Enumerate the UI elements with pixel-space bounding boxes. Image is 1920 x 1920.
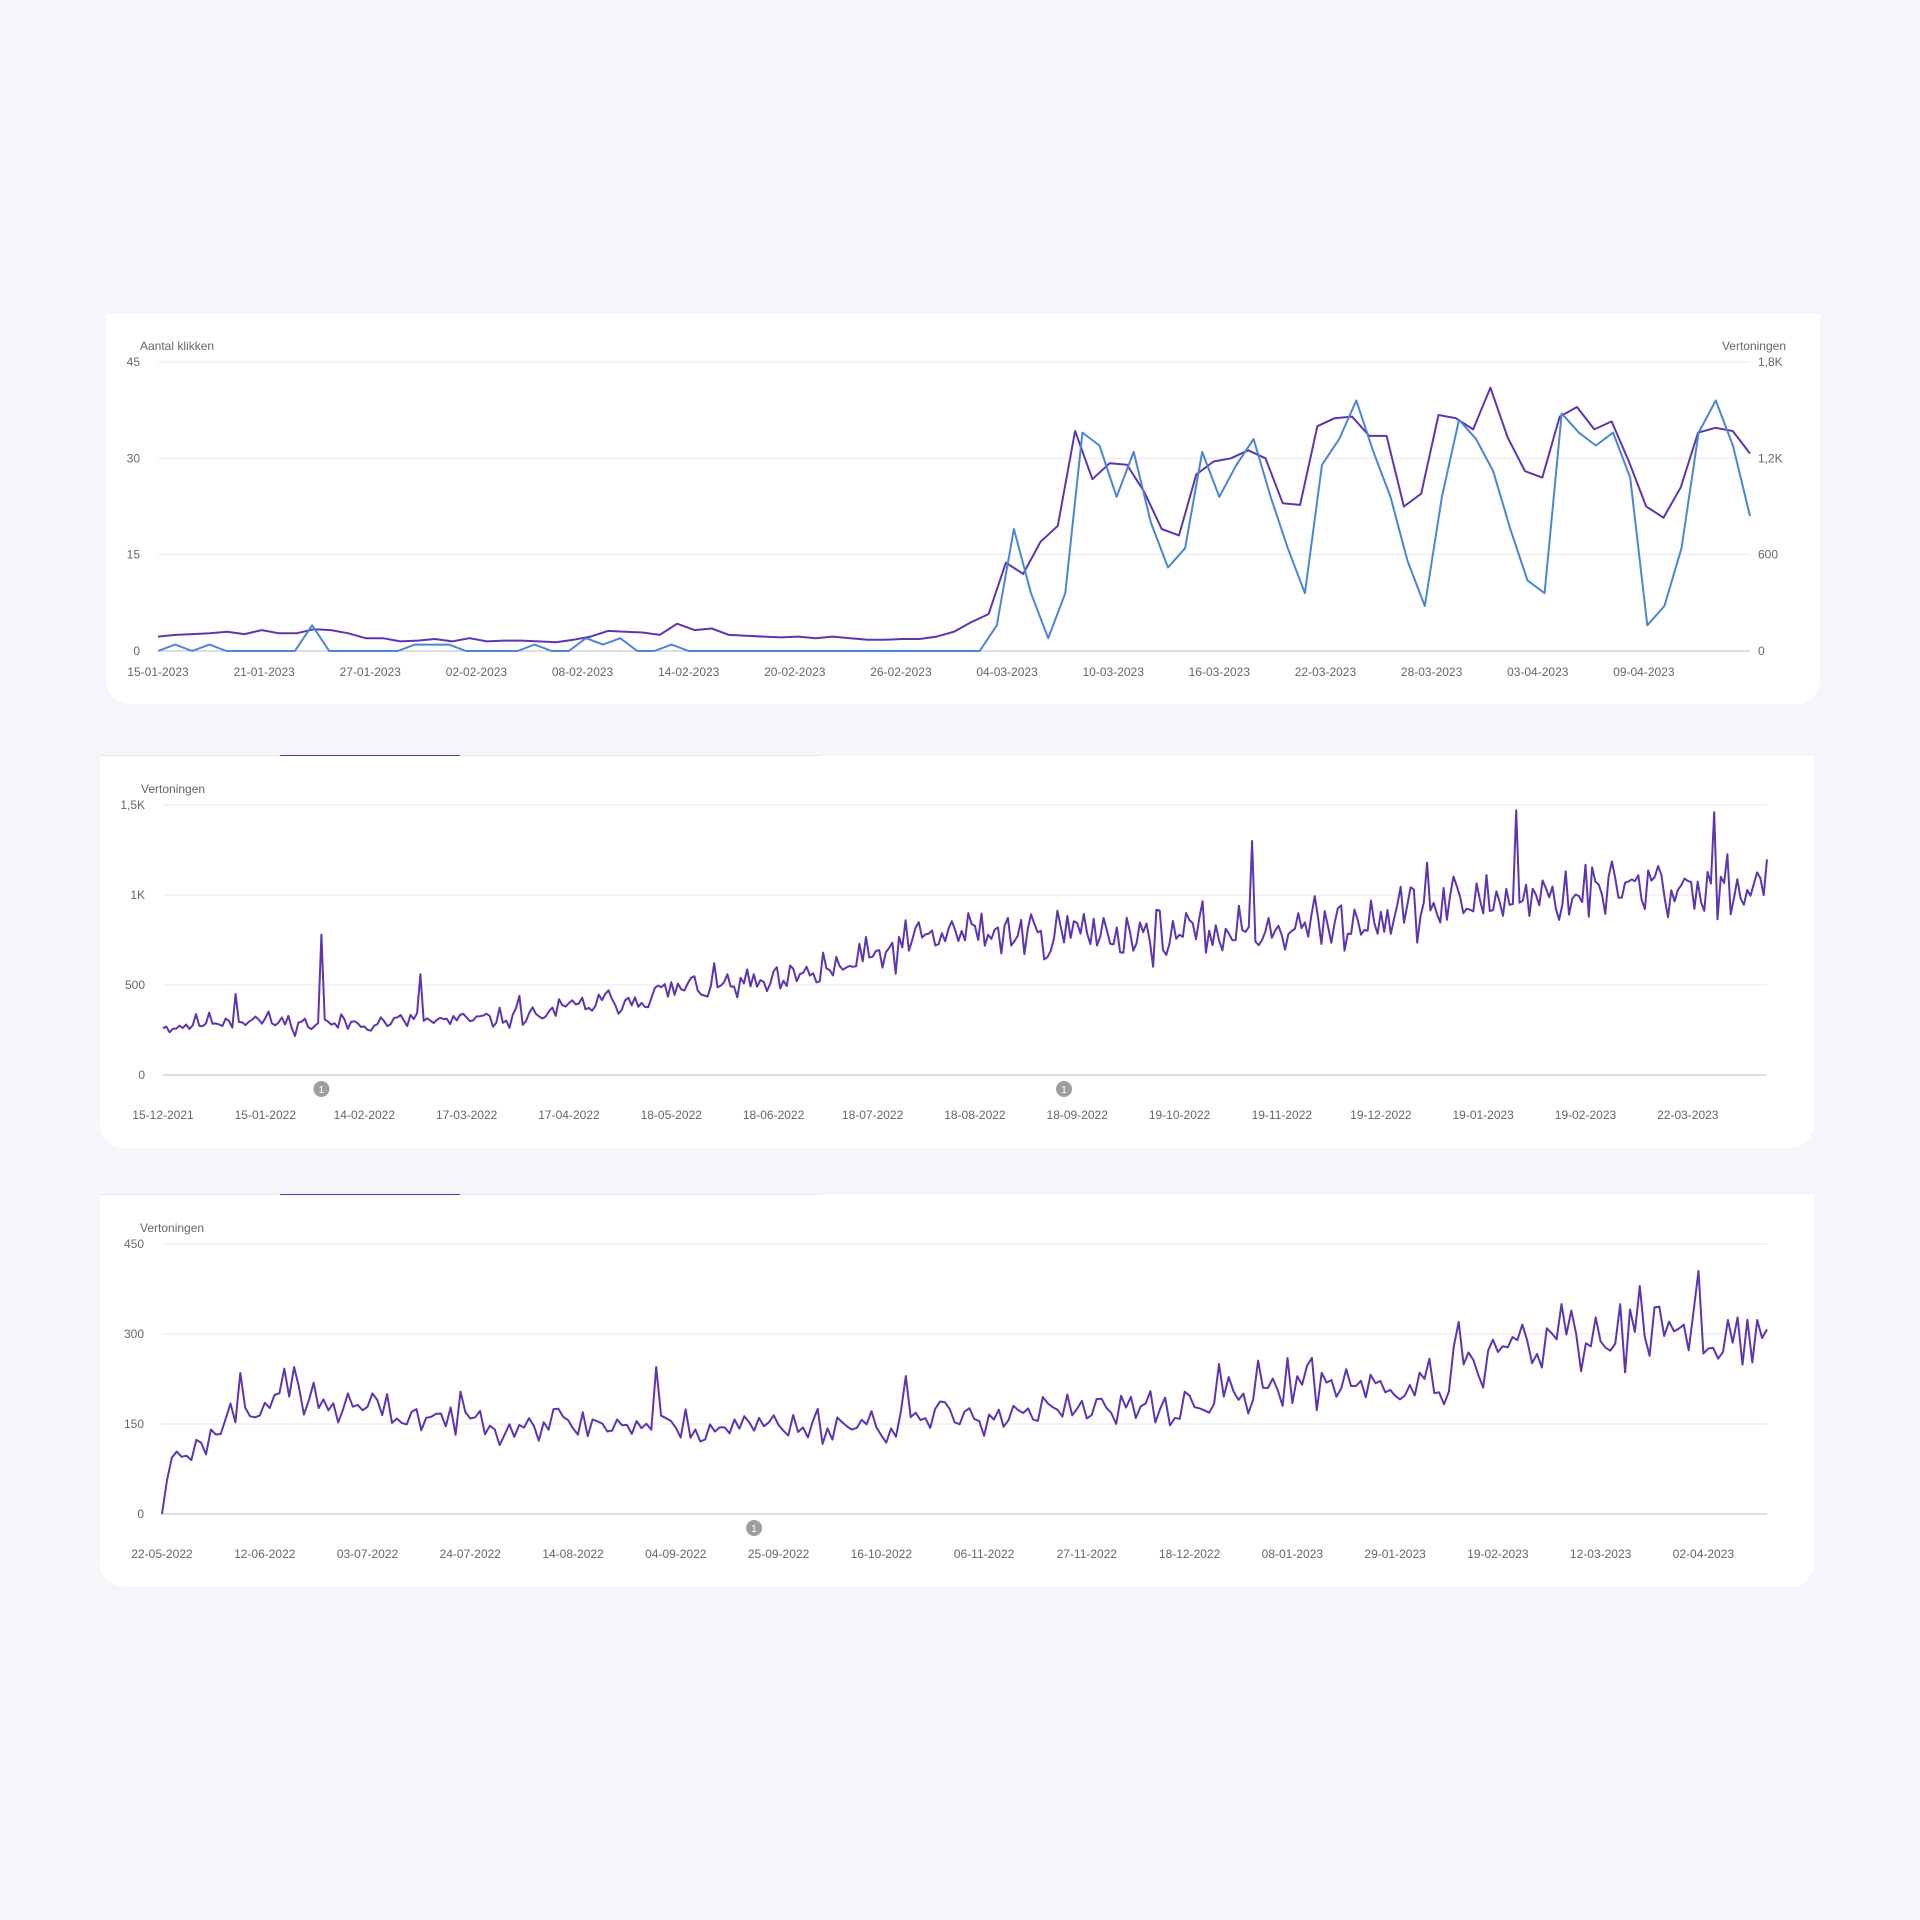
x-tick-label: 18-07-2022 — [842, 1108, 904, 1122]
chart-clicks-impressions: Aantal klikken Vertoningen 0 0 15 600 30 1,2K 45… — [127, 339, 1786, 679]
x-tick-label: 17-04-2022 — [538, 1108, 600, 1122]
x-tick-label: 03-07-2022 — [337, 1547, 399, 1561]
y-tick-label: 1,5K — [120, 798, 145, 812]
x-tick-label: 24-07-2022 — [440, 1547, 502, 1561]
x-tick-label: 19-01-2023 — [1452, 1108, 1514, 1122]
x-tick-label: 10-03-2023 — [1083, 665, 1145, 679]
y-tick-label: 30 — [127, 451, 141, 465]
x-tick-label: 02-04-2023 — [1673, 1547, 1735, 1561]
y-tick-label: 1K — [130, 888, 145, 902]
annotation-marker — [313, 1081, 330, 1097]
chart-impressions-16-months: Vertoningen 0 500 1K 1,5K 15-12-2021 15-01-202… — [120, 782, 1768, 1122]
chart-impressions-11-months: Vertoningen 0 150 300 450 22-05-2022 12-06-202… — [124, 1221, 1768, 1561]
x-tick-label: 21-01-2023 — [233, 665, 295, 679]
x-tick-label: 26-02-2023 — [870, 665, 932, 679]
y-tick-label: 500 — [125, 978, 145, 992]
x-tick-label: 08-01-2023 — [1262, 1547, 1324, 1561]
annotation-marker — [746, 1520, 763, 1536]
y-tick-label: 0 — [133, 644, 140, 658]
x-tick-label: 06-11-2022 — [954, 1547, 1015, 1561]
x-tick-label: 14-08-2022 — [542, 1547, 604, 1561]
x-tick-label: 22-03-2023 — [1657, 1108, 1719, 1122]
x-tick-label: 14-02-2022 — [334, 1108, 396, 1122]
x-tick-label: 19-02-2023 — [1555, 1108, 1617, 1122]
y-tick-label: 0 — [138, 1068, 145, 1082]
x-tick-label: 25-09-2022 — [748, 1547, 810, 1561]
series-line-1 — [157, 386, 1751, 644]
y-axis-label: Aantal klikken — [140, 339, 214, 353]
x-tick-label: 09-04-2023 — [1613, 665, 1675, 679]
x-tick-label: 18-05-2022 — [641, 1108, 703, 1122]
y-axis-label: Vertoningen — [141, 782, 205, 796]
x-tick-label: 18-06-2022 — [743, 1108, 805, 1122]
x-tick-label: 15-12-2021 — [132, 1108, 194, 1122]
x-tick-label: 03-04-2023 — [1507, 665, 1569, 679]
x-tick-label: 27-01-2023 — [340, 665, 402, 679]
annotation-marker-label: 1 — [751, 1524, 757, 1535]
y-tick-label: 300 — [124, 1327, 144, 1341]
x-tick-label: 15-01-2023 — [127, 665, 189, 679]
x-tick-label: 16-10-2022 — [851, 1547, 913, 1561]
y2-axis-label: Vertoningen — [1722, 339, 1786, 353]
y-tick-label: 0 — [137, 1507, 144, 1521]
x-tick-label: 15-01-2022 — [235, 1108, 297, 1122]
y-tick-label: 150 — [124, 1417, 144, 1431]
x-tick-label: 19-12-2022 — [1350, 1108, 1412, 1122]
x-tick-label: 22-03-2023 — [1295, 665, 1357, 679]
x-tick-label: 19-02-2023 — [1467, 1547, 1529, 1561]
x-tick-label: 08-02-2023 — [552, 665, 614, 679]
y-tick-label: 450 — [124, 1237, 144, 1251]
x-tick-label: 12-06-2022 — [234, 1547, 296, 1561]
x-tick-label: 02-02-2023 — [446, 665, 508, 679]
y2-tick-label: 600 — [1758, 548, 1778, 562]
y-tick-label: 15 — [127, 548, 141, 562]
impressions-card-16-months: Vertoningen 0 500 1K 1,5K 15-12-2021 15-01-202… — [100, 756, 1814, 1148]
y-axis-label: Vertoningen — [140, 1221, 204, 1235]
y2-tick-label: 1,8K — [1758, 355, 1783, 369]
x-tick-label: 18-12-2022 — [1159, 1547, 1221, 1561]
series-line-1 — [161, 1270, 1768, 1515]
annotation-marker — [1056, 1081, 1073, 1097]
x-tick-label: 19-11-2022 — [1252, 1108, 1313, 1122]
y2-tick-label: 1,2K — [1758, 451, 1783, 465]
x-tick-label: 19-10-2022 — [1149, 1108, 1211, 1122]
series-line-1 — [162, 809, 1768, 1037]
x-tick-label: 20-02-2023 — [764, 665, 826, 679]
x-tick-label: 04-09-2022 — [645, 1547, 707, 1561]
series-line-2 — [157, 399, 1751, 652]
annotation-marker-label: 1 — [319, 1085, 325, 1096]
y2-tick-label: 0 — [1758, 644, 1765, 658]
x-tick-label: 17-03-2022 — [436, 1108, 498, 1122]
x-tick-label: 29-01-2023 — [1364, 1547, 1426, 1561]
y-tick-label: 45 — [127, 355, 141, 369]
x-tick-label: 18-09-2022 — [1047, 1108, 1109, 1122]
x-tick-label: 16-03-2023 — [1189, 665, 1251, 679]
x-tick-label: 22-05-2022 — [131, 1547, 193, 1561]
x-tick-label: 04-03-2023 — [976, 665, 1038, 679]
x-tick-label: 28-03-2023 — [1401, 665, 1463, 679]
annotation-marker-label: 1 — [1061, 1085, 1067, 1096]
x-tick-label: 18-08-2022 — [944, 1108, 1006, 1122]
x-tick-label: 27-11-2022 — [1057, 1547, 1118, 1561]
x-tick-label: 12-03-2023 — [1570, 1547, 1632, 1561]
clicks-impressions-card: Aantal klikken Vertoningen 0 0 15 600 30 1,2K 45… — [106, 314, 1820, 704]
impressions-card-11-months: Vertoningen 0 150 300 450 22-05-2022 12-06-202… — [100, 1195, 1814, 1587]
x-tick-label: 14-02-2023 — [658, 665, 720, 679]
